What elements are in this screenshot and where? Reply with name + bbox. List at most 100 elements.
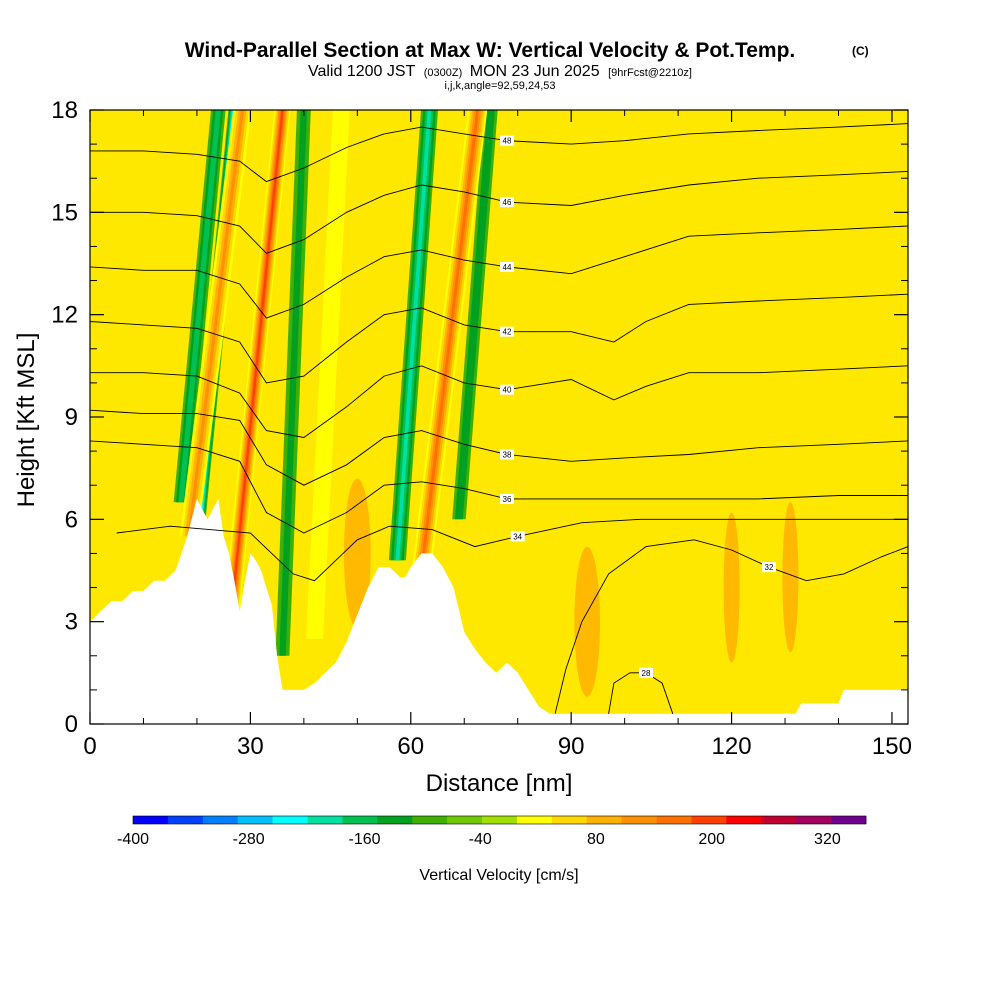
colorbar-swatch-3 — [237, 816, 273, 824]
colorbar-swatch-15 — [656, 816, 692, 824]
isentrope-label-40: 40 — [503, 386, 512, 395]
isentrope-42 — [90, 293, 908, 384]
isentrope-46 — [90, 170, 908, 254]
isentrope-44 — [90, 225, 908, 319]
colorbar-swatch-19 — [796, 816, 832, 824]
weak-updraft-patch-0 — [574, 546, 600, 697]
isentrope-32 — [554, 539, 908, 714]
colorbar-tick-320: 320 — [814, 831, 841, 848]
downdraft-band-1-level-2 — [178, 110, 221, 503]
colorbar-tick-80: 80 — [587, 831, 605, 848]
x-tick-label-60: 60 — [397, 733, 424, 760]
colorbar-swatch-18 — [761, 816, 797, 824]
colorbar-swatch-9 — [447, 816, 483, 824]
isentrope-label-48: 48 — [503, 137, 512, 146]
y-tick-label-9: 9 — [65, 404, 78, 431]
isentrope-label-box-34 — [510, 531, 525, 542]
isentrope-label-box-38 — [500, 449, 514, 460]
isentrope-40 — [90, 365, 908, 438]
isentrope-label-42: 42 — [503, 328, 512, 337]
y-tick-label-15: 15 — [51, 199, 78, 226]
colorbar-tick--40: -40 — [469, 831, 492, 848]
downdraft-band-3-level-1 — [455, 110, 495, 520]
x-tick-label-120: 120 — [712, 733, 752, 760]
title-mark: (C) — [852, 44, 869, 58]
y-tick-label-3: 3 — [65, 609, 78, 636]
isentrope-label-box-48 — [500, 135, 514, 146]
updraft-band-3-level-0 — [306, 110, 350, 639]
isentrope-label-28: 28 — [642, 669, 651, 678]
colorbar-swatch-7 — [377, 816, 413, 824]
isentrope-label-box-42 — [500, 326, 514, 337]
subtitle-forecast: [9hrFcst@2210z] — [608, 67, 692, 79]
subtitle-date: MON 23 Jun 2025 — [470, 63, 600, 80]
isentrope-48 — [90, 123, 908, 183]
weak-updraft-patch-3 — [343, 478, 371, 629]
chart-title: Wind-Parallel Section at Max W: Vertical… — [185, 39, 796, 62]
x-axis-label: Distance [nm] — [426, 770, 573, 797]
isentrope-label-38: 38 — [503, 451, 512, 460]
colorbar: -400 -280 -160 -40 80 200 320 — [117, 815, 867, 848]
colorbar-swatch-0 — [133, 816, 169, 824]
colorbar-swatch-2 — [202, 816, 239, 824]
y-tick-label-12: 12 — [51, 302, 78, 329]
colorbar-swatch-1 — [167, 816, 204, 824]
colorbar-swatch-17 — [726, 816, 762, 824]
x-tick-label-90: 90 — [558, 733, 585, 760]
x-tick-label-30: 30 — [237, 733, 264, 760]
colorbar-swatch-10 — [482, 816, 518, 824]
colorbar-swatch-14 — [621, 816, 657, 824]
theta-isentropes: 28 32 34 36 38 40 42 44 46 48 — [90, 123, 908, 714]
colorbar-swatch-11 — [516, 816, 553, 824]
isentrope-28 — [608, 672, 674, 714]
x-tick-label-150: 150 — [872, 733, 912, 760]
colorbar-swatch-8 — [412, 816, 448, 824]
weak-updraft-patch-2 — [782, 502, 799, 653]
isentrope-38 — [90, 409, 908, 486]
isentrope-label-box-36 — [500, 493, 514, 504]
chart-subtitle: Valid 1200 JST (0300Z) MON 23 Jun 2025 [… — [308, 63, 692, 80]
y-tick-label-0: 0 — [65, 711, 78, 738]
x-tick-label-0: 0 — [83, 733, 96, 760]
isentrope-label-box-28 — [639, 667, 653, 678]
weak-updraft-patch-1 — [723, 512, 740, 663]
colorbar-swatch-12 — [551, 816, 588, 824]
subtitle-utc: (0300Z) — [424, 67, 463, 79]
colorbar-tick--400: -400 — [117, 831, 149, 848]
subtitle-prefix: Valid 1200 JST — [308, 63, 416, 80]
isentrope-label-34: 34 — [513, 532, 522, 541]
isentrope-label-44: 44 — [503, 263, 512, 272]
colorbar-label: Vertical Velocity [cm/s] — [419, 867, 578, 884]
y-tick-label-18: 18 — [51, 97, 78, 124]
colorbar-swatch-6 — [342, 816, 378, 824]
colorbar-swatch-4 — [272, 816, 308, 824]
updraft-band-0-level-5 — [230, 110, 284, 612]
colorbar-swatch-5 — [307, 816, 343, 824]
isentrope-label-46: 46 — [503, 198, 512, 207]
plot-area: 28 32 34 36 38 40 42 44 46 48 — [90, 110, 908, 724]
isentrope-34 — [116, 518, 908, 582]
colorbar-swatch-16 — [691, 816, 727, 824]
colorbar-swatch-13 — [586, 816, 622, 824]
colorbar-tick-200: 200 — [698, 831, 725, 848]
isentrope-label-box-32 — [762, 562, 776, 573]
isentrope-label-box-40 — [500, 384, 514, 395]
terrain-mask — [90, 498, 908, 724]
grid-info: i,j,k,angle=92,59,24,53 — [444, 80, 555, 92]
y-axis-label: Height [Kft MSL] — [13, 333, 40, 508]
updraft-band-2-level-3 — [187, 110, 244, 537]
isentrope-36 — [90, 440, 908, 534]
isentrope-label-box-46 — [500, 197, 514, 208]
isentrope-label-32: 32 — [765, 563, 774, 572]
downdraft-band-4-level-1 — [279, 110, 307, 656]
downdraft-band-2-level-3 — [395, 110, 432, 561]
updraft-band-1-level-4 — [420, 110, 479, 571]
colorbar-tick--160: -160 — [348, 831, 380, 848]
y-tick-label-6: 6 — [65, 506, 78, 533]
colorbar-swatch-20 — [831, 816, 867, 824]
colorbar-frame — [132, 815, 867, 825]
colorbar-tick--280: -280 — [233, 831, 265, 848]
isentrope-label-36: 36 — [503, 495, 512, 504]
